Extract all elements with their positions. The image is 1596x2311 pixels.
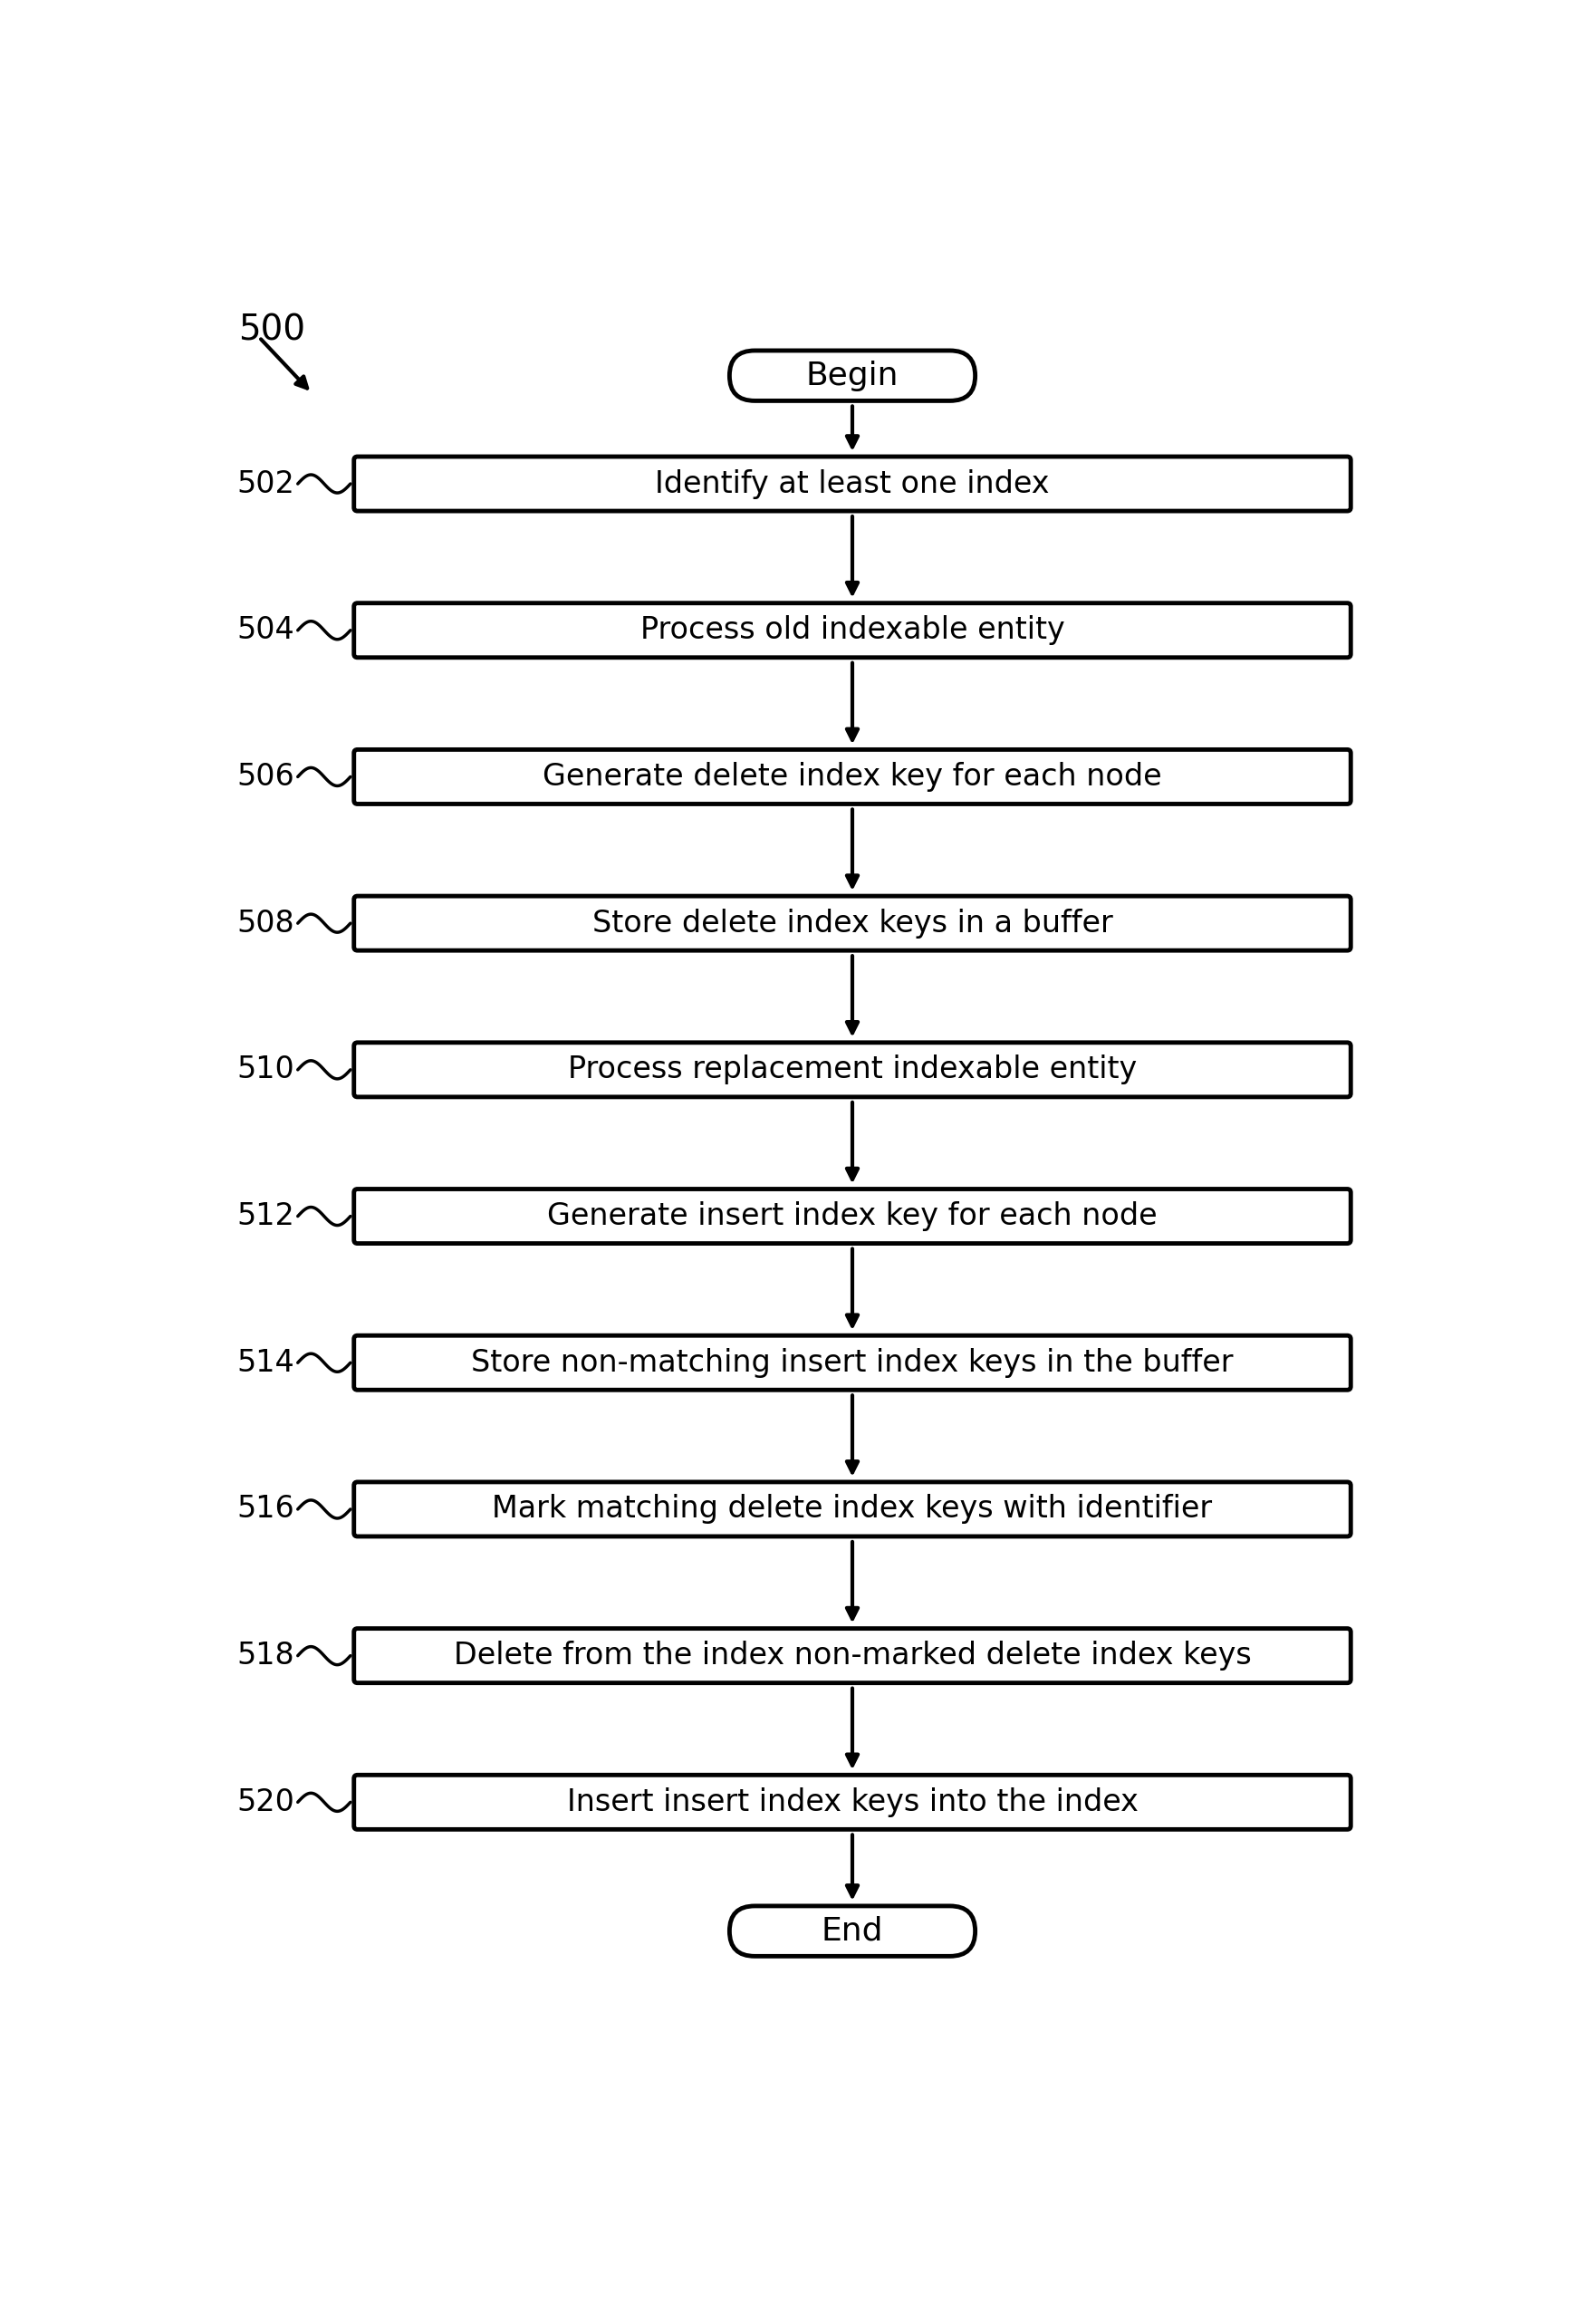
Text: Generate insert index key for each node: Generate insert index key for each node [547,1202,1157,1232]
FancyBboxPatch shape [354,603,1350,659]
Text: End: End [822,1916,883,1946]
FancyBboxPatch shape [354,897,1350,950]
Text: 516: 516 [236,1495,294,1525]
Text: 502: 502 [236,469,294,499]
Text: 514: 514 [236,1347,294,1377]
FancyBboxPatch shape [354,458,1350,511]
FancyBboxPatch shape [354,1775,1350,1830]
Text: 518: 518 [236,1641,294,1671]
Text: 504: 504 [236,615,294,645]
Text: Mark matching delete index keys with identifier: Mark matching delete index keys with ide… [492,1495,1213,1525]
FancyBboxPatch shape [354,1190,1350,1243]
FancyBboxPatch shape [354,1481,1350,1537]
Text: Store delete index keys in a buffer: Store delete index keys in a buffer [592,908,1112,938]
FancyBboxPatch shape [354,749,1350,804]
Text: Identify at least one index: Identify at least one index [654,469,1050,499]
FancyBboxPatch shape [354,1336,1350,1389]
Text: 500: 500 [238,312,305,347]
Text: Store non-matching insert index keys in the buffer: Store non-matching insert index keys in … [471,1347,1234,1377]
Text: Generate delete index key for each node: Generate delete index key for each node [543,763,1162,793]
Text: 508: 508 [236,908,294,938]
Text: 510: 510 [236,1054,294,1084]
Text: 520: 520 [236,1786,294,1816]
Text: 512: 512 [236,1202,294,1232]
FancyBboxPatch shape [729,351,975,400]
Text: Process replacement indexable entity: Process replacement indexable entity [568,1054,1136,1084]
Text: 506: 506 [236,763,294,793]
FancyBboxPatch shape [354,1042,1350,1098]
Text: Delete from the index non-marked delete index keys: Delete from the index non-marked delete … [453,1641,1251,1671]
FancyBboxPatch shape [729,1907,975,1955]
FancyBboxPatch shape [354,1629,1350,1682]
Text: Process old indexable entity: Process old indexable entity [640,615,1065,645]
Text: Insert insert index keys into the index: Insert insert index keys into the index [567,1786,1138,1816]
Text: Begin: Begin [806,361,899,391]
